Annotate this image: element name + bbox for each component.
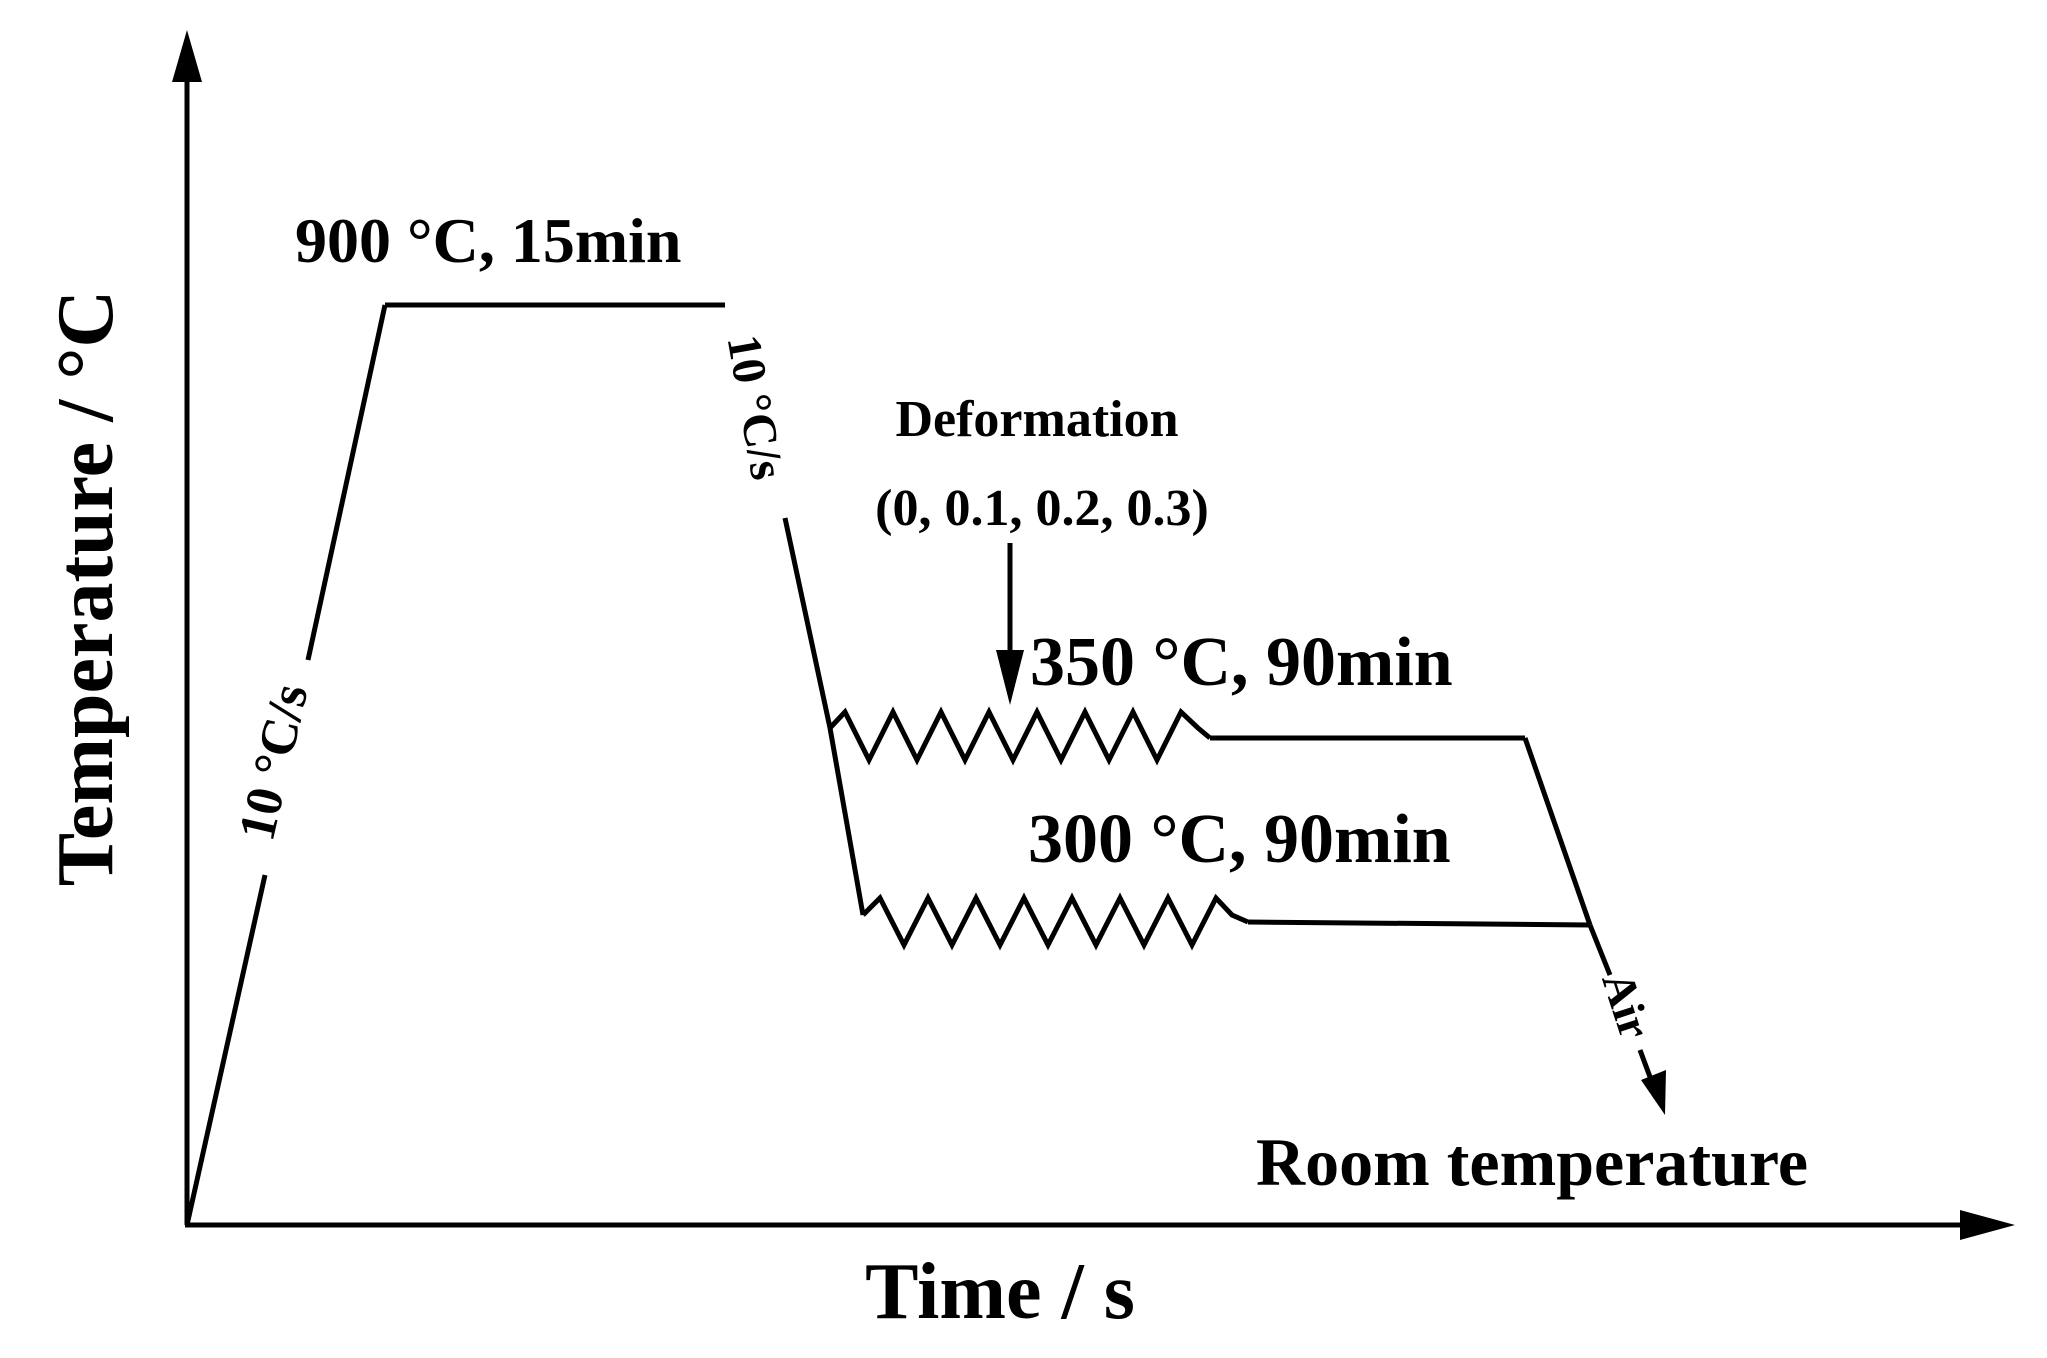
y-axis-arrowhead xyxy=(172,30,202,82)
x-axis-label: Time / s xyxy=(865,1248,1135,1336)
deformation-zigzag-350 xyxy=(828,706,1212,766)
deformation-arrowhead xyxy=(996,650,1024,705)
hold-300-label: 300 °C, 90min xyxy=(1028,801,1451,878)
deformation-zigzag-300 xyxy=(861,892,1250,951)
cool-from-350 xyxy=(1522,737,1593,926)
air-cool-line xyxy=(1587,924,1613,976)
axes xyxy=(172,30,2015,1240)
deformation-arrow xyxy=(996,543,1024,705)
air-cool-label: Air xyxy=(1592,966,1661,1045)
austenitize-label: 900 °C, 15min xyxy=(295,205,682,276)
heating-rate-label: 10 °C/s xyxy=(228,679,319,846)
cooling-ramp xyxy=(782,517,866,916)
deformation-values: (0, 0.1, 0.2, 0.3) xyxy=(875,480,1209,537)
room-temperature-label: Room temperature xyxy=(1256,1124,1808,1200)
cooling-rate-label: 10 °C/s xyxy=(717,331,795,484)
y-axis-label: Temperature / °C xyxy=(42,290,130,886)
deformation-title: Deformation xyxy=(895,391,1178,448)
hold-300 xyxy=(1247,919,1591,928)
heating-ramp-upper xyxy=(305,304,388,661)
air-cool-arrowhead xyxy=(1641,1070,1666,1115)
hold-350-label: 350 °C, 90min xyxy=(1030,624,1453,701)
x-axis-arrowhead xyxy=(1960,1210,2015,1240)
heating-ramp xyxy=(184,874,268,1226)
process-path xyxy=(184,302,1666,1226)
